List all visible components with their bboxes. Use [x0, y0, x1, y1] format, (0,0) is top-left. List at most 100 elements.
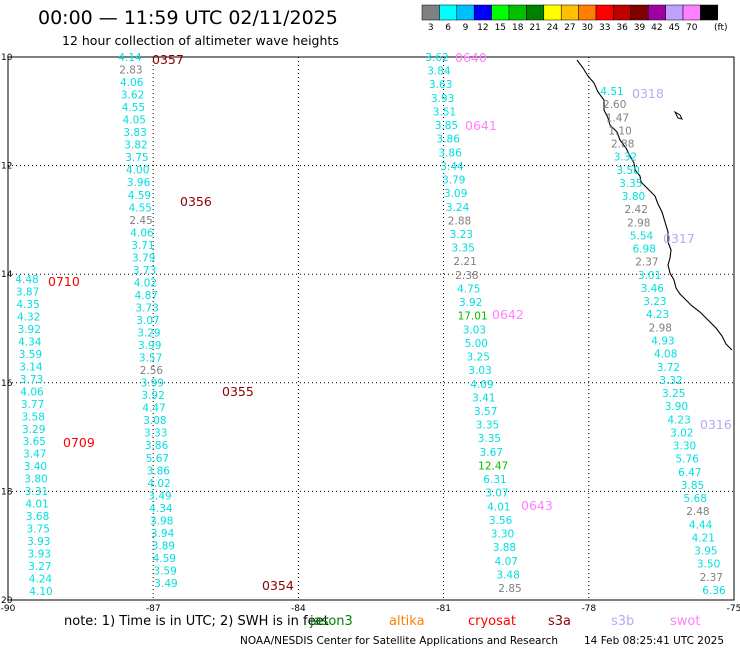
wave-height-value: 3.03 [463, 324, 486, 336]
wave-height-value: 17.01 [458, 311, 488, 323]
legend-label: 36 [616, 23, 628, 33]
wave-height-value: 6.98 [633, 244, 656, 256]
wave-height-value: 3.92 [141, 390, 164, 402]
wave-height-value: 3.73 [20, 374, 43, 386]
credit: NOAA/NESDIS Center for Satellite Applica… [240, 635, 558, 647]
grid-lines [8, 57, 734, 600]
wave-height-value: 3.32 [614, 152, 637, 164]
wave-height-value: 3.68 [26, 511, 49, 523]
wave-height-value: 3.41 [472, 392, 495, 404]
wave-height-value: 4.55 [129, 202, 152, 214]
wave-height-value: 4.06 [130, 227, 154, 239]
color-legend: 3 6 9 12 15 18 21 24 27 30 33 36 39 42 45 70 [421, 4, 719, 33]
wave-height-value: 3.56 [489, 515, 513, 527]
wave-height-value: 3.96 [127, 177, 151, 189]
wave-height-value: 2.56 [140, 365, 164, 377]
wave-height-value: 2.21 [453, 256, 476, 268]
lat-tick-label: 18 [1, 487, 13, 497]
legend-label: 24 [547, 23, 559, 33]
wave-height-value: 3.79 [442, 175, 465, 187]
wave-height-value: 3.83 [123, 127, 146, 139]
wave-height-value: 2.88 [448, 215, 471, 227]
wave-height-value: 3.57 [139, 353, 162, 365]
wave-height-value: 3.62 [121, 90, 144, 102]
wave-height-value: 3.85 [435, 120, 458, 132]
wave-height-value: 4.07 [495, 556, 518, 568]
wave-height-value: 3.50 [697, 559, 720, 571]
footer-note: note: 1) Time is in UTC; 2) SWH is in fe… [64, 614, 329, 629]
wave-height-value: 3.32 [659, 375, 682, 387]
satellite-name: s3a [548, 614, 571, 629]
wave-height-value: 4.01 [25, 499, 48, 511]
legend-label: 39 [634, 23, 646, 33]
wave-height-value: 4.87 [135, 290, 158, 302]
wave-height-value: 3.59 [153, 566, 176, 578]
wave-height-value: 3.86 [145, 440, 169, 452]
wave-height-value: 3.35 [478, 433, 501, 445]
lat-tick-label: 16 [1, 379, 13, 389]
wave-height-value: 3.99 [141, 378, 164, 390]
wave-height-value: 3.58 [22, 411, 45, 423]
wave-height-value: 4.44 [689, 519, 713, 531]
wave-height-value: 4.51 [600, 86, 623, 98]
wave-height-value: 3.77 [21, 399, 44, 411]
wave-height-value: 4.08 [654, 349, 677, 361]
wave-height-value: 3.84 [427, 66, 451, 78]
legend-swatch [682, 4, 701, 21]
wave-height-value: 3.93 [28, 549, 51, 561]
wave-height-value: 6.31 [483, 474, 506, 486]
wave-height-value: 3.99 [138, 340, 161, 352]
wave-height-value: 3.71 [131, 240, 154, 252]
wave-height-value: 3.94 [151, 528, 175, 540]
legend-label: 45 [669, 23, 680, 33]
wave-height-value: 3.35 [452, 243, 475, 255]
wave-height-value: 4.05 [123, 115, 146, 127]
wave-height-value: 3.62 [425, 52, 448, 64]
wave-height-value: 3.75 [125, 152, 148, 164]
wave-height-value: 2.83 [119, 65, 142, 77]
wave-height-value: 4.48 [15, 274, 38, 286]
wave-height-value: 4.59 [128, 190, 151, 202]
wave-height-value: 3.50 [616, 165, 639, 177]
legend-label: 30 [582, 23, 594, 33]
legend-swatch [491, 4, 510, 21]
satellite-name: cryosat [468, 614, 516, 629]
wave-height-value: 1.10 [608, 125, 631, 137]
pass-label: 0357 [152, 52, 184, 67]
pass-label: 0640 [455, 50, 487, 65]
wave-height-value: 3.02 [670, 427, 693, 439]
legend-swatch [526, 4, 545, 21]
wave-height-value: 4.10 [29, 586, 52, 598]
wave-height-value: 2.85 [498, 583, 521, 595]
wave-height-value: 4.24 [29, 574, 53, 586]
wave-height-value: 2.98 [649, 322, 672, 334]
wave-height-value: 3.72 [657, 362, 680, 374]
wave-height-value: 3.47 [23, 449, 46, 461]
legend-label: 21 [529, 23, 540, 33]
wave-height-value: 4.09 [470, 379, 493, 391]
wave-height-value: 2.98 [627, 217, 650, 229]
wave-height-value: 3.86 [437, 134, 461, 146]
wave-height-value: 3.07 [485, 488, 508, 500]
satellite-legend: jason3 altika cryosat s3a s3b swot [309, 614, 700, 629]
wave-height-value: 3.23 [450, 229, 473, 241]
wave-height-value: 2.42 [625, 204, 648, 216]
lat-tick-label: 12 [1, 162, 12, 172]
pass-label: 0710 [48, 274, 80, 289]
wave-height-value: 3.23 [643, 296, 666, 308]
wave-height-value: 3.90 [665, 401, 688, 413]
wave-height-value: 5.76 [676, 454, 700, 466]
lon-tick-label: -90 [1, 604, 16, 614]
legend-label: 12 [477, 23, 488, 33]
island [673, 110, 683, 120]
wave-height-value: 3.92 [18, 324, 41, 336]
legend-label: 3 [428, 23, 434, 33]
wave-height-value: 3.49 [148, 490, 171, 502]
wave-height-value: 3.80 [24, 474, 47, 486]
wave-height-value: 3.86 [438, 147, 462, 159]
wave-height-value: 2.37 [635, 257, 658, 269]
legend-swatch [560, 4, 579, 21]
lon-tick-label: -87 [146, 604, 161, 614]
wave-height-value: 3.25 [662, 388, 685, 400]
